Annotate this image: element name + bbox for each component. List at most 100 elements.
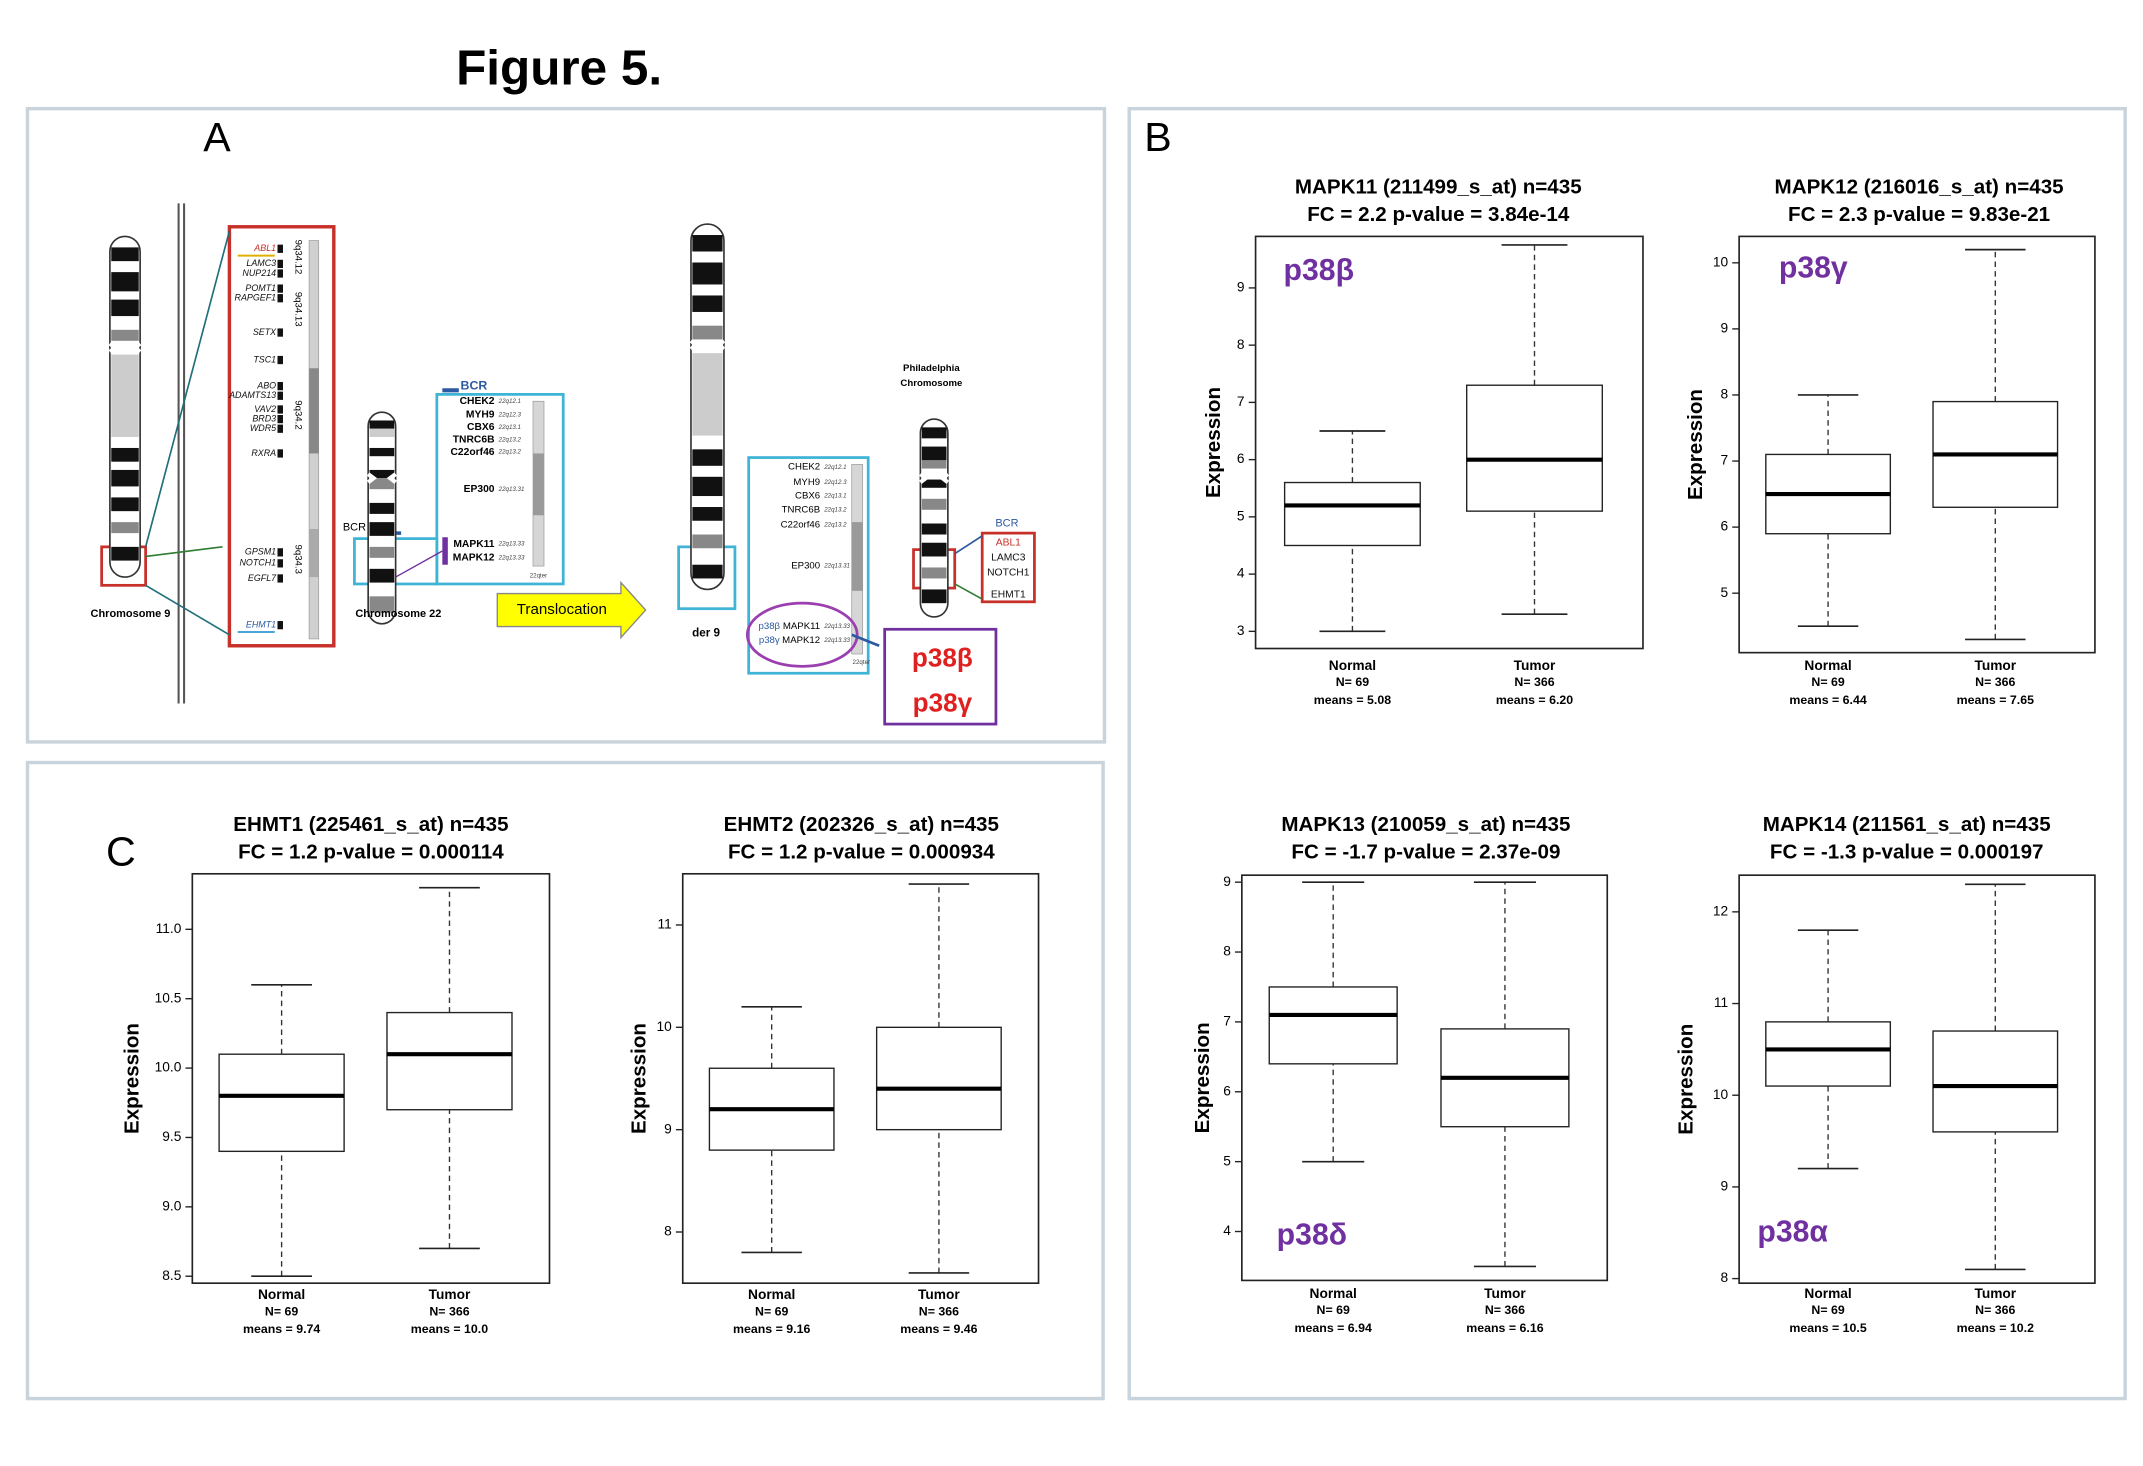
n-label: N= 69 — [755, 1304, 788, 1318]
callout-arrow — [851, 633, 880, 648]
y-tick-label: 7 — [1223, 1014, 1231, 1029]
gene-label: TSC1 — [253, 354, 276, 364]
means-label: means = 6.16 — [1466, 1321, 1543, 1335]
gene-marker — [277, 382, 283, 391]
box — [386, 1011, 513, 1111]
plot-frame — [1738, 874, 2096, 1284]
zoom-box — [227, 225, 336, 648]
zoom-box — [435, 393, 565, 586]
gene-marker — [277, 294, 283, 303]
gene-label: TNRC6B — [782, 504, 820, 515]
y-tick-label: 8 — [664, 1224, 672, 1239]
gene-label: EGFL7 — [248, 573, 277, 583]
x-tick-label: Tumor — [1974, 1286, 2016, 1301]
gene-marker — [277, 284, 283, 293]
arrow — [496, 580, 647, 640]
x-tick-label: Tumor — [1974, 658, 2016, 673]
chromosome-band — [369, 478, 395, 490]
means-label: means = 9.74 — [243, 1322, 320, 1336]
panel-c-frame — [25, 760, 1105, 1401]
means-label: means = 6.20 — [1496, 693, 1573, 707]
chromosome-band — [369, 428, 395, 437]
chromosome-band — [111, 299, 139, 317]
n-label: N= 366 — [1485, 1303, 1525, 1317]
chromosome-band — [369, 420, 395, 429]
isoform-label: p38γ — [1779, 251, 1848, 284]
band-label: 22q12.1 — [498, 398, 521, 405]
centromere — [366, 472, 397, 484]
band-label: 22q13.2 — [823, 506, 847, 513]
chart-subtitle: FC = 2.3 p-value = 9.83e-21 — [1788, 203, 2050, 226]
label: BCR — [995, 517, 1018, 529]
y-axis-label: Expression — [1674, 1024, 1697, 1135]
zoom-line — [145, 584, 230, 636]
chart-title: MAPK14 (211561_s_at) n=435 — [1763, 813, 2051, 836]
y-tick-label: 6 — [1223, 1083, 1231, 1098]
box — [1283, 481, 1421, 547]
y-tick-label: 10 — [1713, 254, 1729, 269]
chart-subtitle: FC = 2.2 p-value = 3.84e-14 — [1307, 203, 1570, 226]
gene-label: ADAMTS13 — [228, 390, 276, 400]
y-tick-label: 7 — [1237, 394, 1245, 409]
y-tick-label: 7 — [1720, 453, 1728, 468]
zoom-box — [747, 456, 870, 675]
chromosome-band — [111, 497, 139, 512]
y-tick-label: 5 — [1720, 585, 1728, 600]
chart-title: MAPK11 (211499_s_at) n=435 — [1295, 176, 1582, 199]
gene-label: ABO — [256, 380, 276, 390]
plot-frame — [1241, 874, 1609, 1282]
gene-marker — [277, 328, 283, 337]
chromosome-band — [692, 564, 723, 579]
gene-label: CHEK2 — [788, 462, 820, 473]
band-label: 9q34.13 — [293, 292, 304, 327]
band-dark — [309, 529, 319, 578]
chromosome-band — [692, 476, 723, 497]
panel-label: C — [106, 828, 136, 874]
box — [1466, 384, 1603, 512]
box — [1765, 1021, 1892, 1087]
label: Translocation — [517, 601, 607, 618]
chromosome-band — [111, 522, 139, 534]
y-axis-label: Expression — [121, 1023, 144, 1134]
label: BCR — [461, 378, 488, 392]
label: der 9 — [692, 626, 720, 639]
gene-label: POMT1 — [245, 283, 276, 293]
gene-marker — [277, 414, 283, 424]
figure-title: Figure 5. — [456, 41, 662, 96]
gene-label: MYH9 — [793, 477, 820, 488]
n-label: N= 69 — [1336, 675, 1369, 689]
y-tick-label: 8 — [1237, 337, 1245, 352]
highlight-ellipse — [745, 601, 859, 668]
y-tick-label: 9 — [664, 1121, 672, 1136]
n-label: N= 366 — [1514, 675, 1554, 689]
zoom-line — [144, 230, 231, 548]
y-tick-label: 5 — [1237, 508, 1245, 523]
y-tick-label: 9 — [1237, 280, 1245, 295]
band-label: 9q34.3 — [293, 545, 304, 574]
gene-marker — [277, 259, 283, 268]
chromosome-band — [921, 460, 947, 469]
n-label: N= 366 — [429, 1304, 469, 1318]
y-tick-label: 11.0 — [156, 921, 182, 936]
gene-marker — [277, 405, 283, 414]
gene-label: MAPK12 — [453, 553, 495, 564]
chromosome-band — [369, 568, 395, 583]
chromosome-band — [921, 479, 947, 488]
gene-label: BRD3 — [252, 413, 276, 423]
gene-label: NOTCH1 — [239, 558, 276, 568]
isoform-label: p38δ — [1277, 1218, 1347, 1251]
gene-label: RXRA — [251, 448, 276, 458]
gene-marker — [277, 548, 283, 557]
gene-label: MAPK12 — [782, 635, 820, 646]
chromosome-band — [111, 546, 139, 561]
centromere — [919, 472, 950, 484]
gene-label: VAV2 — [254, 404, 276, 414]
gene-label: MAPK11 — [783, 621, 820, 632]
y-tick-label: 3 — [1237, 623, 1245, 638]
box — [1932, 1030, 2059, 1133]
gene-label: GPSM1 — [245, 547, 276, 557]
label: Chromosome — [900, 378, 963, 389]
gene-label: EP300 — [791, 561, 820, 572]
